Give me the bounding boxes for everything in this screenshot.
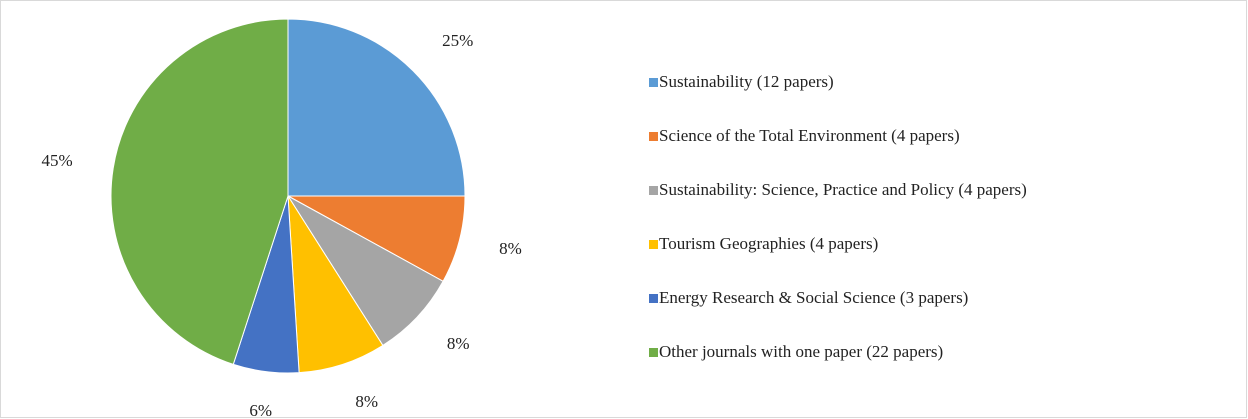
legend-swatch [649,348,658,357]
legend-swatch [649,132,658,141]
legend-label: Energy Research & Social Science (3 pape… [659,288,968,307]
data-label: 25% [442,31,473,50]
legend-label: Science of the Total Environment (4 pape… [659,126,960,145]
data-label: 6% [249,401,272,419]
legend-swatch [649,240,658,249]
pie-slice [287,18,466,197]
pie-slice [287,195,466,282]
legend-label: Sustainability (12 papers) [659,72,834,91]
pie-slice [110,18,289,365]
data-label: 8% [499,239,522,258]
legend-swatch [649,186,658,195]
data-label: 8% [355,392,378,411]
data-label: 45% [42,151,73,170]
pie-slice [287,195,384,374]
legend-swatch [649,78,658,87]
legend-swatch [649,294,658,303]
data-label: 8% [447,334,470,353]
legend-label: Tourism Geographies (4 papers) [659,234,878,253]
legend-label: Sustainability: Science, Practice and Po… [659,180,1027,199]
legend-label: Other journals with one paper (22 papers… [659,342,943,361]
pie-slice [287,195,444,347]
